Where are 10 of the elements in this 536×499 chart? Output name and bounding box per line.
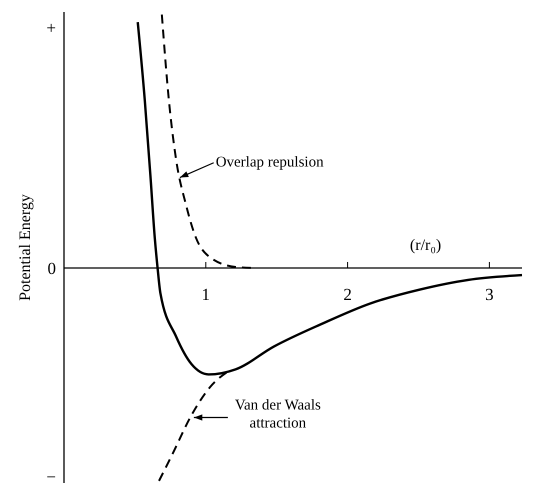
text: 0 [48, 258, 56, 278]
text: − [46, 468, 56, 486]
annotation: Van der Waals attraction [234, 398, 322, 432]
y-axis-title: Potential Energy [17, 194, 34, 301]
x-tick-label: 2 [343, 284, 352, 304]
x-tick-label: 1 [202, 284, 210, 304]
x-tick-label: 3 [485, 284, 494, 304]
x-axis-title: (r/r₀) [410, 236, 442, 254]
annotation: Overlap repulsion [216, 154, 324, 171]
text: + [46, 18, 56, 38]
